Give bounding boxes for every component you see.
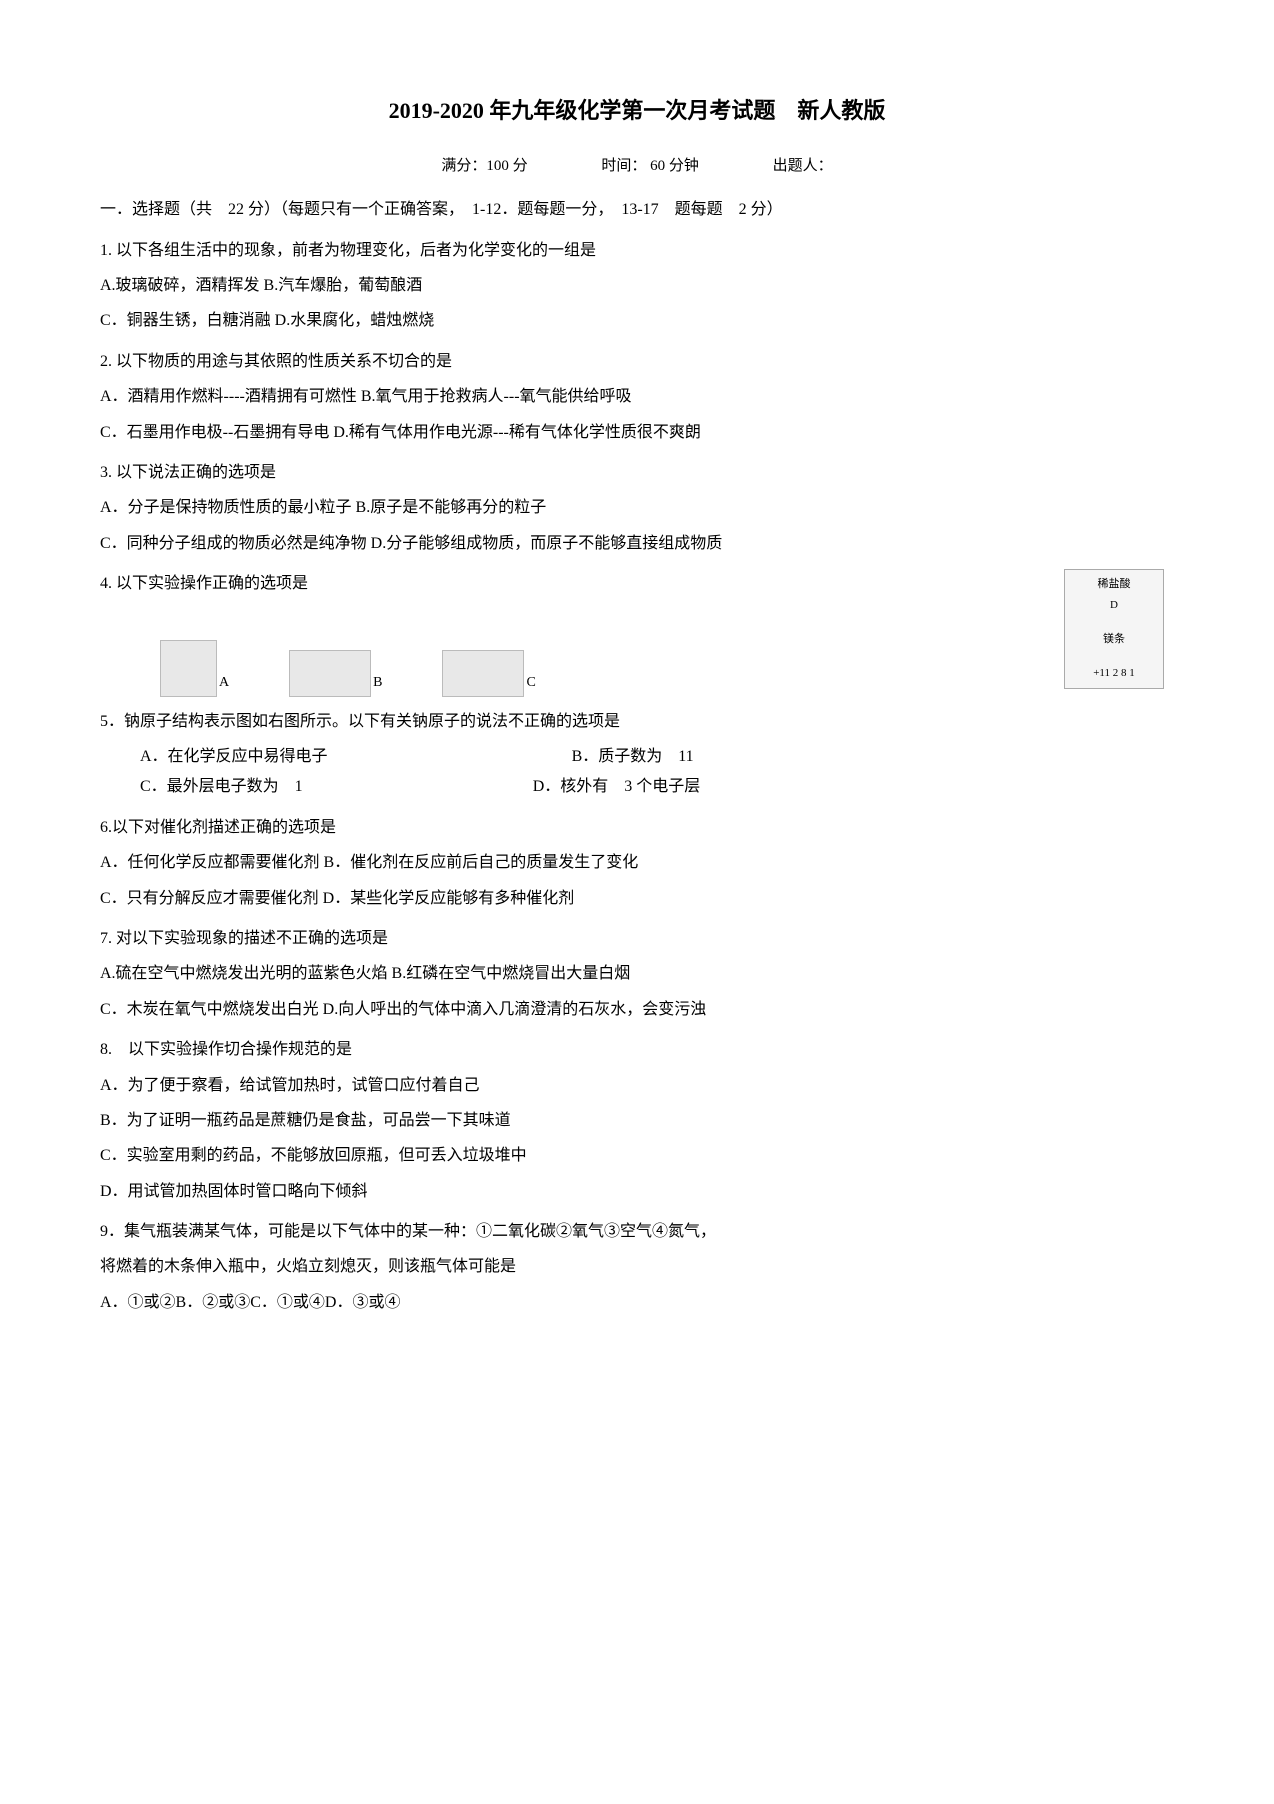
q3-opts-ab: A．分子是保持物质性质的最小粒子 B.原子是不能够再分的粒子: [100, 493, 1174, 523]
q4-text: 4. 以下实验操作正确的选项是: [100, 569, 1054, 599]
q4-label-a: A: [219, 670, 229, 697]
lamp-icon: [442, 650, 524, 697]
setter-label: 出题人：: [773, 158, 833, 174]
test-tube-atom-icon: 稀盐酸 D 镁条 +11 2 8 1: [1064, 569, 1164, 689]
exam-subtitle: 满分：100 分 时间： 60 分钟 出题人：: [100, 152, 1174, 181]
q8-text: 8. 以下实验操作切合操作规范的是: [100, 1035, 1174, 1065]
q4-image-a: A: [160, 640, 229, 697]
q5-opt-a: A．在化学反应中易得电子: [140, 748, 328, 765]
q5-opt-d: D．核外有 3 个电子层: [533, 772, 701, 802]
q3-text: 3. 以下说法正确的选项是: [100, 458, 1174, 488]
question-2: 2. 以下物质的用途与其依照的性质关系不切合的是 A．酒精用作燃料----酒精拥…: [100, 347, 1174, 448]
question-7: 7. 对以下实验现象的描述不正确的选项是 A.硫在空气中燃烧发出光明的蓝紫色火焰…: [100, 924, 1174, 1025]
q1-text: 1. 以下各组生活中的现象，前者为物理变化，后者为化学变化的一组是: [100, 236, 1174, 266]
cylinder-icon: [160, 640, 217, 697]
q4-label-b: B: [373, 670, 382, 697]
q4-image-c: C: [442, 650, 535, 697]
q6-text: 6.以下对催化剂描述正确的选项是: [100, 813, 1174, 843]
question-4: 4. 以下实验操作正确的选项是 A B C: [100, 569, 1054, 696]
q8-opt-c: C．实验室用剩的药品，不能够放回原瓶，但可丢入垃圾堆中: [100, 1141, 1174, 1171]
q6-opts-cd: C．只有分解反应才需要催化剂 D．某些化学反应能够有多种催化剂: [100, 884, 1174, 914]
question-1: 1. 以下各组生活中的现象，前者为物理变化，后者为化学变化的一组是 A.玻璃破碎…: [100, 236, 1174, 337]
diagram-numbers: +11 2 8 1: [1069, 663, 1159, 684]
q4-images-row: A B C: [160, 640, 1054, 697]
q1-opts-cd: C．铜器生锈，白糖消融 D.水果腐化，蜡烛燃烧: [100, 306, 1174, 336]
q8-opt-d: D．用试管加热固体时管口略向下倾斜: [100, 1177, 1174, 1207]
q4-image-b: B: [289, 650, 382, 697]
q2-opts-ab: A．酒精用作燃料----酒精拥有可燃性 B.氧气用于抢救病人---氧气能供给呼吸: [100, 382, 1174, 412]
score-value: 100 分: [486, 158, 527, 174]
q5-opt-c: C．最外层电子数为 1: [140, 778, 303, 795]
q4-d-and-atom-diagram: 稀盐酸 D 镁条 +11 2 8 1: [1054, 569, 1174, 689]
question-6: 6.以下对催化剂描述正确的选项是 A．任何化学反应都需要催化剂 B．催化剂在反应…: [100, 813, 1174, 914]
section-header: 一．选择题（共 22 分）（每题只有一个正确答案， 1-12．题每题一分， 13…: [100, 195, 1174, 225]
q2-text: 2. 以下物质的用途与其依照的性质关系不切合的是: [100, 347, 1174, 377]
q8-opt-a: A．为了便于察看，给试管加热时，试管口应付着自己: [100, 1071, 1174, 1101]
q4-label-d: D: [1069, 595, 1159, 616]
time-label: 时间：: [601, 158, 646, 174]
pouring-icon: [289, 650, 371, 697]
question-9: 9．集气瓶装满某气体，可能是以下气体中的某一种：①二氧化碳②氧气③空气④氮气， …: [100, 1217, 1174, 1318]
q4-label-c: C: [526, 670, 535, 697]
exam-title: 2019-2020 年九年级化学第一次月考试题 新人教版: [100, 90, 1174, 132]
q9-text-line2: 将燃着的木条伸入瓶中，火焰立刻熄灭，则该瓶气体可能是: [100, 1252, 1174, 1282]
q7-opts-cd: C．木炭在氧气中燃烧发出白光 D.向人呼出的气体中滴入几滴澄清的石灰水，会变污浊: [100, 995, 1174, 1025]
question-3: 3. 以下说法正确的选项是 A．分子是保持物质性质的最小粒子 B.原子是不能够再…: [100, 458, 1174, 559]
q5-opt-b: B．质子数为 11: [572, 742, 694, 772]
q7-text: 7. 对以下实验现象的描述不正确的选项是: [100, 924, 1174, 954]
q2-opts-cd: C．石墨用作电极--石墨拥有导电 D.稀有气体用作电光源---稀有气体化学性质很…: [100, 418, 1174, 448]
q7-opts-ab: A.硫在空气中燃烧发出光明的蓝紫色火焰 B.红磷在空气中燃烧冒出大量白烟: [100, 959, 1174, 989]
q3-opts-cd: C．同种分子组成的物质必然是纯净物 D.分子能够组成物质，而原子不能够直接组成物…: [100, 529, 1174, 559]
q6-opts-ab: A．任何化学反应都需要催化剂 B．催化剂在反应前后自己的质量发生了变化: [100, 848, 1174, 878]
question-8: 8. 以下实验操作切合操作规范的是 A．为了便于察看，给试管加热时，试管口应付着…: [100, 1035, 1174, 1207]
diagram-label-mid: 镁条: [1069, 629, 1159, 650]
q9-opts: A．①或②B．②或③C．①或④D．③或④: [100, 1288, 1174, 1318]
q1-opts-ab: A.玻璃破碎，酒精挥发 B.汽车爆胎，葡萄酿酒: [100, 271, 1174, 301]
question-5: 5．钠原子结构表示图如右图所示。以下有关钠原子的说法不正确的选项是 A．在化学反…: [100, 707, 1054, 803]
time-value: 60 分钟: [650, 158, 699, 174]
q8-opt-b: B．为了证明一瓶药品是蔗糖仍是食盐，可品尝一下其味道: [100, 1106, 1174, 1136]
score-label: 满分：: [441, 158, 486, 174]
diagram-label-top: 稀盐酸: [1098, 578, 1131, 590]
q5-text: 5．钠原子结构表示图如右图所示。以下有关钠原子的说法不正确的选项是: [100, 707, 1054, 737]
q9-text-line1: 9．集气瓶装满某气体，可能是以下气体中的某一种：①二氧化碳②氧气③空气④氮气，: [100, 1217, 1174, 1247]
